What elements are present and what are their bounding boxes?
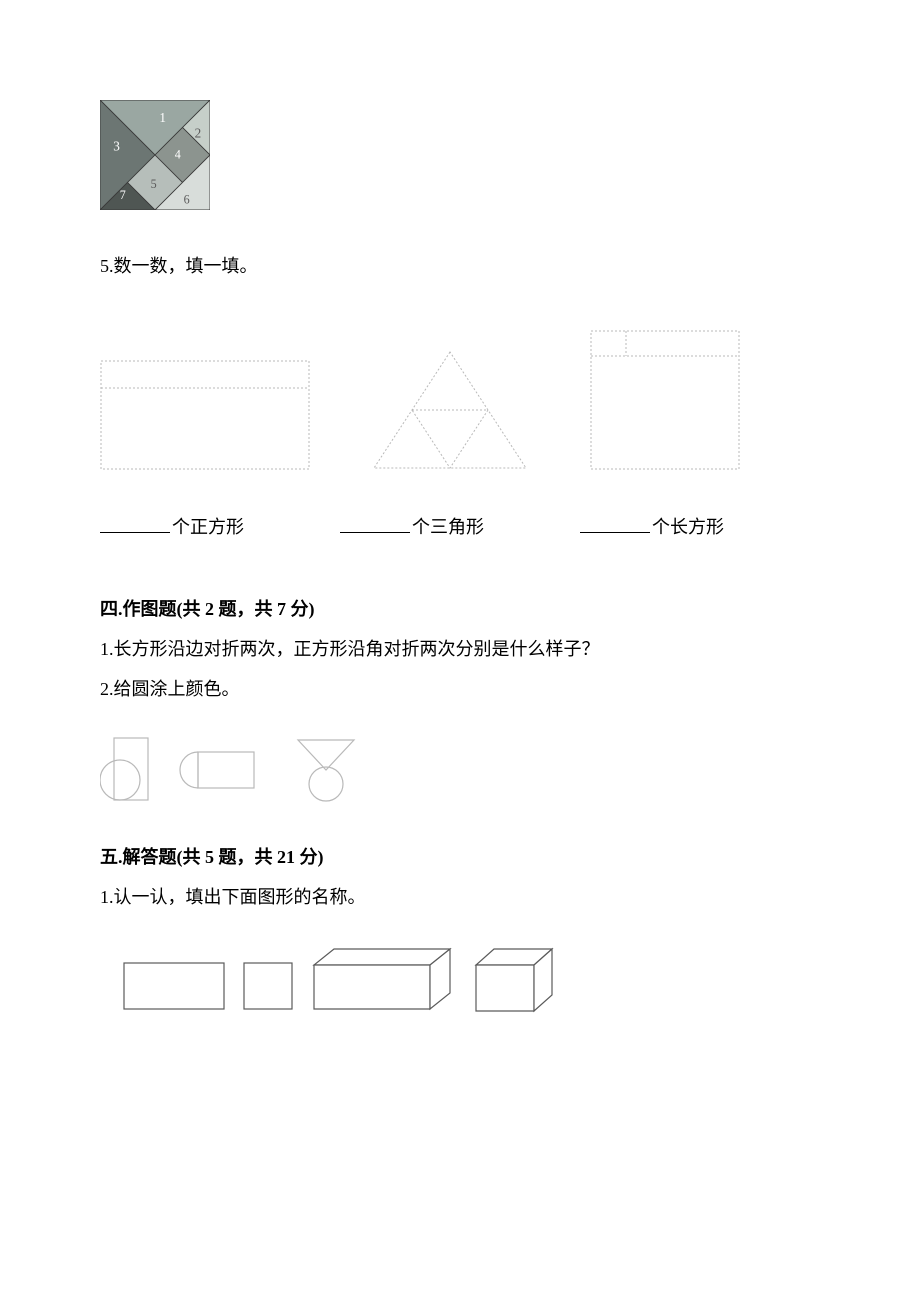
- page: 1 2 3 4 5 6 7 5.数一数，填一填。 个正方形: [0, 0, 920, 1302]
- tangram-figure: 1 2 3 4 5 6 7: [100, 100, 210, 210]
- q5-label-squares: 个正方形: [172, 513, 244, 539]
- q5-title: 5.数一数，填一填。: [100, 250, 820, 282]
- q5-label-rectangles-cell: 个长方形: [580, 510, 724, 539]
- blank-rectangles[interactable]: [580, 510, 650, 533]
- section4-q1: 1.长方形沿边对折两次，正方形沿角对折两次分别是什么样子？: [100, 633, 820, 665]
- tangram-label-5: 5: [151, 177, 157, 191]
- q5-figure-square: [590, 330, 740, 470]
- tangram-label-7: 7: [120, 188, 126, 202]
- q5-figure-rect: [100, 360, 310, 470]
- tangram-label-4: 4: [175, 147, 181, 161]
- q5-label-squares-cell: 个正方形: [100, 510, 244, 539]
- blank-triangles[interactable]: [340, 510, 410, 533]
- section4-q2: 2.给圆涂上颜色。: [100, 673, 820, 705]
- q5-figures-row: [100, 330, 820, 470]
- q5-labels-row: 个正方形 个三角形 个长方形: [100, 510, 820, 539]
- section5-q1-figures: [120, 941, 820, 1026]
- q5-label-triangles: 个三角形: [412, 513, 484, 539]
- q5-label-triangles-cell: 个三角形: [340, 510, 484, 539]
- q5-label-rectangles: 个长方形: [652, 513, 724, 539]
- tangram-label-1: 1: [159, 110, 166, 125]
- tangram-label-3: 3: [113, 139, 120, 154]
- section5-q1: 1.认一认，填出下面图形的名称。: [100, 881, 820, 913]
- section4-title: 四.作图题(共 2 题，共 7 分): [100, 595, 820, 621]
- blank-squares[interactable]: [100, 510, 170, 533]
- tangram-label-2: 2: [195, 125, 202, 140]
- q5-figure-triangle: [370, 350, 530, 470]
- section4-q2-figures: [100, 734, 820, 809]
- section5-title: 五.解答题(共 5 题，共 21 分): [100, 843, 820, 869]
- tangram-label-6: 6: [184, 192, 190, 206]
